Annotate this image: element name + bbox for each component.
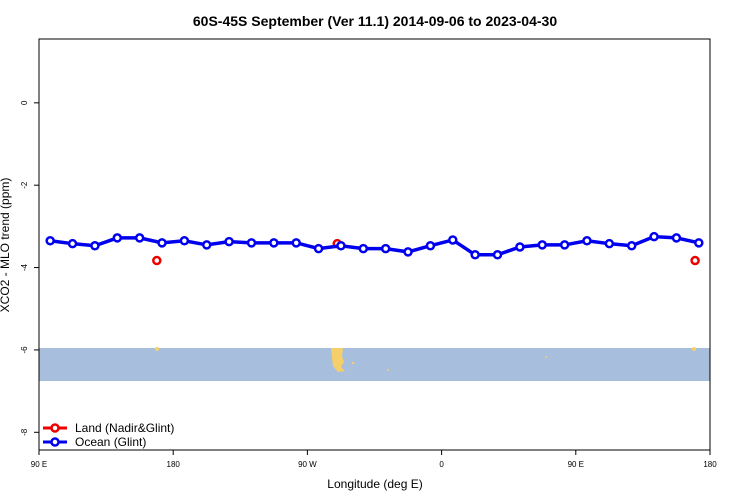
data-point <box>202 240 212 250</box>
x-tick-label: 0 <box>439 460 444 469</box>
data-point <box>671 233 682 243</box>
series-line <box>49 234 700 257</box>
y-tick-label: -6 <box>20 346 29 354</box>
data-point <box>537 240 547 250</box>
y-axis-label: XCO2 - MLO trend (ppm) <box>0 178 12 313</box>
data-point <box>582 236 592 246</box>
data-point <box>336 240 346 251</box>
x-axis-label: Longitude (deg E) <box>327 477 422 491</box>
x-tick-label: 180 <box>167 460 181 469</box>
data-point <box>470 250 480 260</box>
x-tick-label: 90 E <box>31 460 47 469</box>
x-tick-label: 90 E <box>568 460 584 469</box>
data-point <box>690 255 700 266</box>
x-tick-label: 90 W <box>298 460 317 469</box>
data-point <box>269 238 279 248</box>
y-tick-label: -2 <box>20 181 29 189</box>
legend-marker <box>50 423 60 433</box>
y-tick-label: 0 <box>20 100 29 105</box>
data-point <box>291 238 301 248</box>
data-point <box>179 236 190 246</box>
data-point <box>403 247 413 257</box>
plot-frame <box>38 38 711 451</box>
legend-label: Land (Nadir&Glint) <box>75 421 174 435</box>
data-point <box>380 243 391 254</box>
x-tick-label: 180 <box>703 460 717 469</box>
data-point <box>515 242 525 252</box>
data-point <box>604 238 615 249</box>
chart-title: 60S-45S September (Ver 11.1) 2014-09-06 … <box>193 13 557 29</box>
data-point <box>45 236 55 246</box>
data-point <box>694 238 704 248</box>
data-point <box>448 235 458 245</box>
data-point <box>492 250 503 260</box>
data-point <box>626 240 637 251</box>
data-point <box>246 238 257 248</box>
data-point <box>649 231 659 242</box>
data-point <box>157 238 167 248</box>
y-tick-label: -4 <box>20 263 29 271</box>
data-point <box>224 236 234 247</box>
data-point <box>134 233 145 243</box>
data-point <box>112 233 123 243</box>
data-point <box>67 238 78 249</box>
data-point <box>358 243 369 254</box>
y-tick-label: -8 <box>20 428 29 436</box>
data-point <box>425 240 436 251</box>
legend-label: Ocean (Glint) <box>75 435 146 449</box>
data-point <box>559 240 570 250</box>
map-strip <box>39 347 710 381</box>
data-point <box>152 255 162 266</box>
data-point <box>313 243 324 254</box>
data-point <box>90 240 100 251</box>
legend-marker <box>50 437 60 447</box>
